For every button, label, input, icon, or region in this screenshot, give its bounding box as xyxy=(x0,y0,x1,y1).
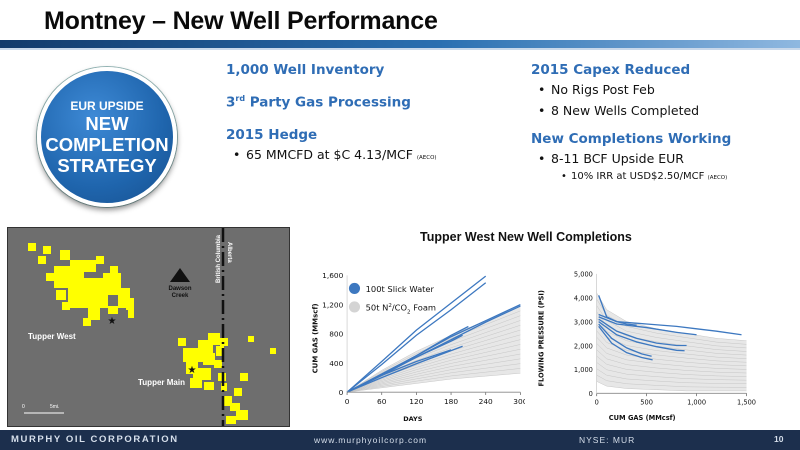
c1-foam-line xyxy=(347,372,521,393)
title-accent-underline xyxy=(0,48,800,50)
c1-xtick: 180 xyxy=(444,397,458,406)
c2-ytick: 4,000 xyxy=(574,295,593,303)
badge-line-2: NEW xyxy=(85,112,129,134)
footer-company: MURPHY OIL CORPORATION xyxy=(11,434,179,445)
pressure-vs-cum-gas-chart: 0 1,000 2,000 3,000 4,000 5,000 0 500 1,000 1,500… xyxy=(538,271,756,422)
c1-series-line-6 xyxy=(346,349,452,393)
c2-foam-line xyxy=(596,349,747,374)
c1-series-line-7 xyxy=(346,345,463,393)
tupper-main-star-icon: ★ xyxy=(188,365,197,376)
heading-gas-processing: 3rd Party Gas Processing xyxy=(226,94,411,111)
c1-xtick: 0 xyxy=(345,397,350,406)
chart1-xlabel: DAYS xyxy=(403,415,422,423)
c1-foam-line xyxy=(347,363,521,393)
c1-xtick: 60 xyxy=(377,397,387,406)
c2-foam-line xyxy=(596,381,747,392)
heading-capex: 2015 Capex Reduced xyxy=(531,62,691,78)
c2-foam-line xyxy=(596,355,747,377)
c2-ytick: 2,000 xyxy=(574,342,593,350)
left-highlights: 1,000 Well Inventory 3rd Party Gas Proce… xyxy=(226,62,506,162)
c1-foam-line xyxy=(346,344,521,393)
dawson-creek-marker xyxy=(170,268,190,282)
c1-ytick: 0 xyxy=(339,388,344,397)
land-parcels xyxy=(28,243,276,424)
c2-xtick: 1,500 xyxy=(737,399,756,407)
badge-line-4: STRATEGY xyxy=(57,154,157,176)
c2-series-line-6 xyxy=(598,295,637,326)
bullet-irr: 10% IRR at USD$2.50/MCF (AECO) xyxy=(531,171,791,182)
c1-series-line-1 xyxy=(346,282,487,393)
chart1-ylabel: CUM GAS (MMscf) xyxy=(311,303,319,373)
c2-ytick: 5,000 xyxy=(574,271,593,279)
c2-foam-line xyxy=(596,362,747,381)
badge-line-3: COMPLETION xyxy=(45,133,169,155)
c2-foam-line xyxy=(596,374,747,388)
legend-foam: 50t N2/CO2 Foam xyxy=(366,303,436,316)
tupper-main-label: Tupper Main xyxy=(138,378,185,387)
c1-ytick: 400 xyxy=(329,359,343,368)
c2-ytick: 3,000 xyxy=(574,318,593,326)
chart1-legend: 100t Slick Water 50t N2/CO2 Foam xyxy=(348,282,436,316)
right-highlights: 2015 Capex Reduced No Rigs Post Feb 8 Ne… xyxy=(531,62,791,182)
footer-ticker: NYSE: MUR xyxy=(579,435,636,445)
chart2-xlabel: CUM GAS (MMcsf) xyxy=(609,414,676,422)
legend-slick-water: 100t Slick Water xyxy=(366,284,435,294)
c2-foam-line xyxy=(596,330,747,363)
c1-xtick: 300 xyxy=(513,397,525,406)
alberta-label: Alberta xyxy=(226,242,232,263)
heading-hedge: 2015 Hedge xyxy=(226,126,318,143)
dawson-label: Dawson xyxy=(168,286,191,292)
c1-foam-line xyxy=(346,339,521,393)
c2-xtick: 1,000 xyxy=(687,399,706,407)
c2-foam-line xyxy=(596,336,747,367)
tupper-west-label: Tupper West xyxy=(28,332,76,341)
c2-series-line-1 xyxy=(598,316,697,336)
chart2-ylabel: FLOWING PRESSURE (PSI) xyxy=(538,290,546,386)
eur-upside-badge: EUR UPSIDE NEW COMPLETION STRATEGY xyxy=(37,67,177,207)
c2-ytick: 0 xyxy=(589,390,593,398)
chart-title: Tupper West New Well Completions xyxy=(420,230,632,244)
c2-foam-line xyxy=(596,343,747,370)
creek-label: Creek xyxy=(172,293,189,299)
page-number: 10 xyxy=(774,434,784,444)
c2-series-line-4 xyxy=(598,323,652,357)
c1-foam-line xyxy=(347,349,521,393)
footer-url[interactable]: www.murphyoilcorp.com xyxy=(314,435,428,445)
page-title: Montney – New Well Performance xyxy=(44,7,438,35)
bc-label: British Columbia xyxy=(216,234,222,283)
c2-foam-envelope xyxy=(596,292,747,391)
cum-gas-vs-days-chart: 0 400 800 1,200 1,600 0 60 120 180 240 300 100t Sl… xyxy=(311,271,525,423)
c2-foam-line xyxy=(596,368,747,384)
bullet-no-rigs: No Rigs Post Feb xyxy=(531,82,791,97)
c2-foam-line xyxy=(596,311,747,352)
c2-series-line-3 xyxy=(598,321,685,352)
bullet-new-wells: 8 New Wells Completed xyxy=(531,103,791,118)
c1-xtick: 120 xyxy=(409,397,423,406)
footer-bar: MURPHY OIL CORPORATION www.murphyoilcorp… xyxy=(0,430,800,450)
tupper-west-star-icon: ★ xyxy=(108,316,117,327)
title-accent-bar xyxy=(0,40,800,48)
c1-ytick: 1,600 xyxy=(322,271,343,280)
c1-foam-line xyxy=(347,368,521,393)
c2-series-line-5 xyxy=(598,325,653,361)
badge-line-1: EUR UPSIDE xyxy=(70,98,144,113)
c1-series-line-0 xyxy=(346,275,487,393)
c2-xtick: 500 xyxy=(640,399,653,407)
tupper-map: Dawson Creek British Columbia Alberta ★ … xyxy=(7,227,290,427)
bullet-hedge-detail: 65 MMCFD at $C 4.13/MCF (AECO) xyxy=(226,147,506,162)
c1-foam-line xyxy=(347,353,521,393)
heading-well-inventory: 1,000 Well Inventory xyxy=(226,62,385,78)
c1-ytick: 1,200 xyxy=(322,300,343,309)
heading-new-completions: New Completions Working xyxy=(531,131,732,147)
scale-five: 5mi. xyxy=(50,404,59,410)
scale-zero: 0 xyxy=(22,404,25,410)
c1-ytick: 800 xyxy=(329,330,343,339)
c2-xtick: 0 xyxy=(595,399,599,407)
c2-ytick: 1,000 xyxy=(574,366,593,374)
c2-series-line-2 xyxy=(598,318,687,347)
c1-foam-line xyxy=(347,358,521,393)
c1-xtick: 240 xyxy=(479,397,493,406)
bullet-bcf-upside: 8-11 BCF Upside EUR xyxy=(531,151,791,166)
